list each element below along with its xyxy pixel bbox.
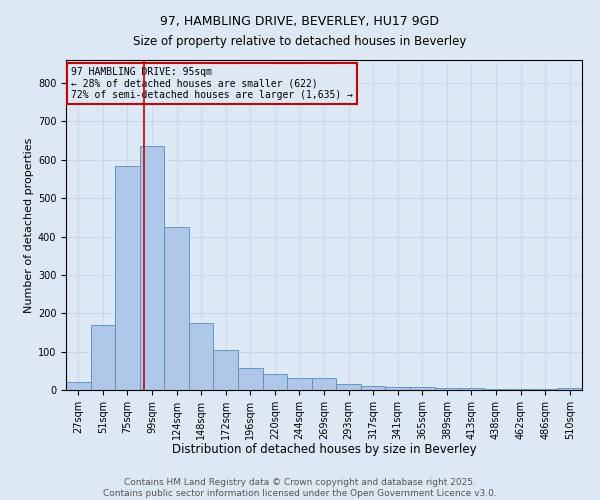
Bar xyxy=(189,323,214,390)
Bar xyxy=(533,389,557,390)
Bar xyxy=(508,389,533,390)
Text: Contains HM Land Registry data © Crown copyright and database right 2025.
Contai: Contains HM Land Registry data © Crown c… xyxy=(103,478,497,498)
Text: 97, HAMBLING DRIVE, BEVERLEY, HU17 9GD: 97, HAMBLING DRIVE, BEVERLEY, HU17 9GD xyxy=(161,15,439,28)
Bar xyxy=(336,384,361,390)
Bar xyxy=(140,146,164,390)
Bar xyxy=(238,368,263,390)
Bar xyxy=(287,378,312,390)
Bar xyxy=(410,388,434,390)
Bar xyxy=(214,350,238,390)
Bar xyxy=(164,227,189,390)
Bar xyxy=(263,374,287,390)
Bar xyxy=(66,382,91,390)
Bar xyxy=(312,378,336,390)
Text: 97 HAMBLING DRIVE: 95sqm
← 28% of detached houses are smaller (622)
72% of semi-: 97 HAMBLING DRIVE: 95sqm ← 28% of detach… xyxy=(71,66,353,100)
Bar xyxy=(361,386,385,390)
Bar xyxy=(115,166,140,390)
Bar xyxy=(385,387,410,390)
Bar xyxy=(459,388,484,390)
Text: Size of property relative to detached houses in Beverley: Size of property relative to detached ho… xyxy=(133,35,467,48)
Bar xyxy=(91,325,115,390)
Bar xyxy=(434,388,459,390)
X-axis label: Distribution of detached houses by size in Beverley: Distribution of detached houses by size … xyxy=(172,444,476,456)
Bar xyxy=(557,388,582,390)
Bar xyxy=(484,389,508,390)
Y-axis label: Number of detached properties: Number of detached properties xyxy=(23,138,34,312)
